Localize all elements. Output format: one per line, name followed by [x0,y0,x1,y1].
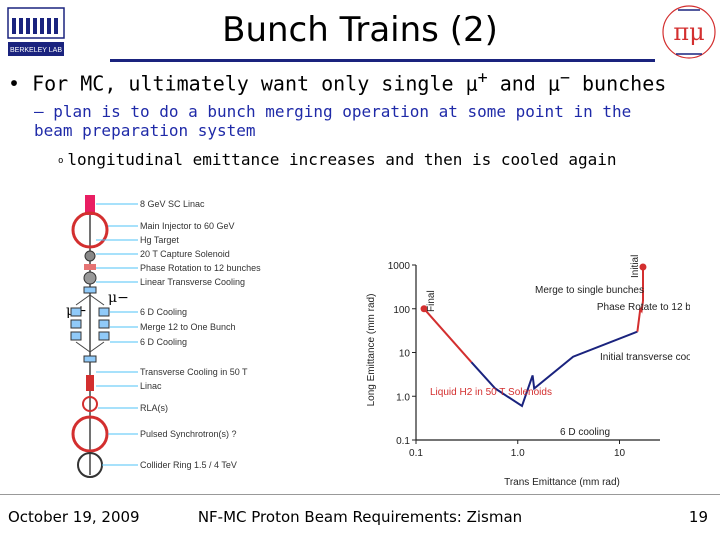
diagram-label: Phase Rotation to 12 bunches [140,263,261,273]
y-tick-label: 1.0 [396,392,410,403]
diagram-label: 6 D Cooling [140,337,187,347]
linac-8gev-icon [85,195,95,215]
y-tick-label: 100 [393,305,410,316]
x-tick-label: 0.1 [409,448,423,459]
synchrotron-ring-icon [71,415,109,453]
diagram-label: 6 D Cooling [140,307,187,317]
diagram-label: Linac [140,381,162,391]
diagram-label: Hg Target [140,235,179,245]
diagram-label: 20 T Capture Solenoid [140,249,230,259]
annotation-initial: Initial [630,255,641,278]
diagram-label: Merge 12 to One Bunch [140,322,236,332]
diagram-label: RLA(s) [140,403,168,413]
annotation-6d: 6 D cooling [560,427,610,438]
footer-date: October 19, 2009 [8,508,140,526]
series-line-1 [470,330,638,408]
data-point [639,263,647,271]
bullet-1: • For MC, ultimately want only single μ+… [8,68,667,96]
page-number: 19 [688,508,708,526]
linac-icon [86,375,94,391]
neutrino-factory-logo: πμ [662,5,716,59]
series-line-0 [423,308,473,363]
x-tick-label: 10 [614,448,626,459]
annotation-merge: Merge to single bunches [535,285,644,296]
diagram-label: Collider Ring 1.5 / 4 TeV [140,460,237,470]
footer-title: NF-MC Proton Beam Requirements: Zisman [197,508,523,526]
plot-series [420,263,647,408]
annotation-final: Final [426,290,437,312]
annotation-liquid-h2: Liquid H2 in 50 T Solenoids [430,387,552,398]
annotation-phase: Phase Rotate to 12 bunches [597,302,690,313]
x-tick-label: 1.0 [511,448,525,459]
main-injector-ring-icon [71,211,109,249]
svg-text:πμ: πμ [673,18,704,46]
emittance-chart: 1000 100 10 1.0 0.10.1 1.0 10 Trans Emittance … [366,255,690,488]
series-line-2 [636,300,644,332]
y-tick-label: 1000 [388,261,411,272]
diagram-label: Transverse Cooling in 50 T [140,367,248,377]
bullet-dot-icon: • [8,71,33,96]
mu-minus-label: μ− [108,290,129,306]
bullet-2: — plan is to do a bunch merging operatio… [34,102,632,140]
y-axis-title: Long Emittance (mm rad) [366,294,377,407]
diagram-label: Linear Transverse Cooling [140,277,245,287]
logo-text: BERKELEY LAB [10,47,62,54]
y-tick-label: 10 [399,349,411,360]
x-axis-title: Trans Emittance (mm rad) [504,477,620,488]
target-icon [84,250,96,262]
diagram-label: 8 GeV SC Linac [140,199,205,209]
annotation-initial-transverse: Initial transverse cooling prior to char… [600,352,690,363]
diagram-label: Main Injector to 60 GeV [140,221,235,231]
accelerator-chain-diagram: μ+ μ− 8 GeV SC Linac Main Injector to 60… [66,195,261,478]
plot-axes: 1000 100 10 1.0 0.10.1 1.0 10 [388,261,660,459]
bullet-3: o longitudinal emittance increases and th… [58,150,617,169]
title-underline [110,59,655,62]
berkeley-lab-logo: BERKELEY LAB [7,7,65,56]
data-point [420,305,428,313]
page-title: Bunch Trains (2) [222,10,498,50]
y-tick-label: 0.1 [396,436,410,447]
diagram-label: Pulsed Synchrotron(s) ? [140,429,237,439]
footer-divider [0,494,720,495]
